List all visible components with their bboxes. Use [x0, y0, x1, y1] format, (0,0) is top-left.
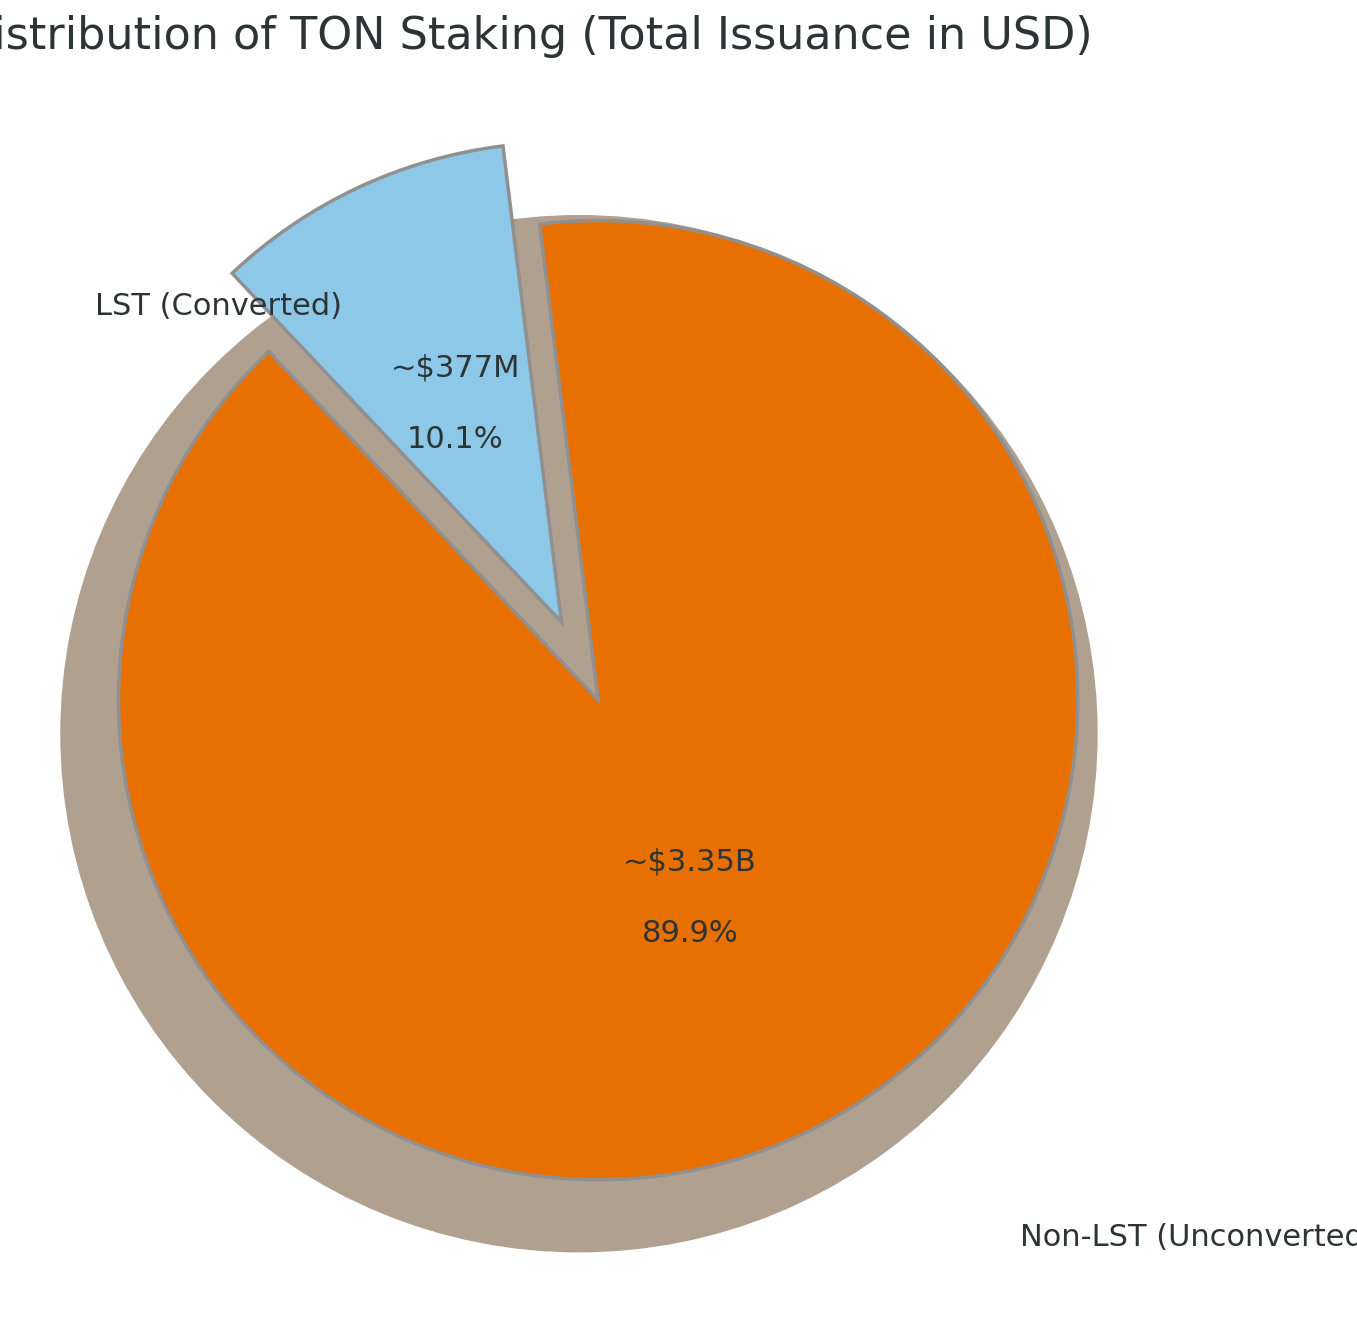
Wedge shape	[232, 145, 562, 623]
Text: 89.9%: 89.9%	[642, 919, 738, 948]
Text: ~$377M: ~$377M	[391, 353, 520, 382]
Text: LST (Converted): LST (Converted)	[95, 292, 342, 321]
Circle shape	[61, 215, 1096, 1252]
Wedge shape	[118, 221, 1077, 1179]
Text: Distribution of TON Staking (Total Issuance in USD): Distribution of TON Staking (Total Issua…	[0, 15, 1092, 58]
Text: 10.1%: 10.1%	[407, 424, 503, 453]
Text: ~$3.35B: ~$3.35B	[623, 847, 757, 876]
Text: Non-LST (Unconverted): Non-LST (Unconverted)	[1020, 1223, 1357, 1252]
